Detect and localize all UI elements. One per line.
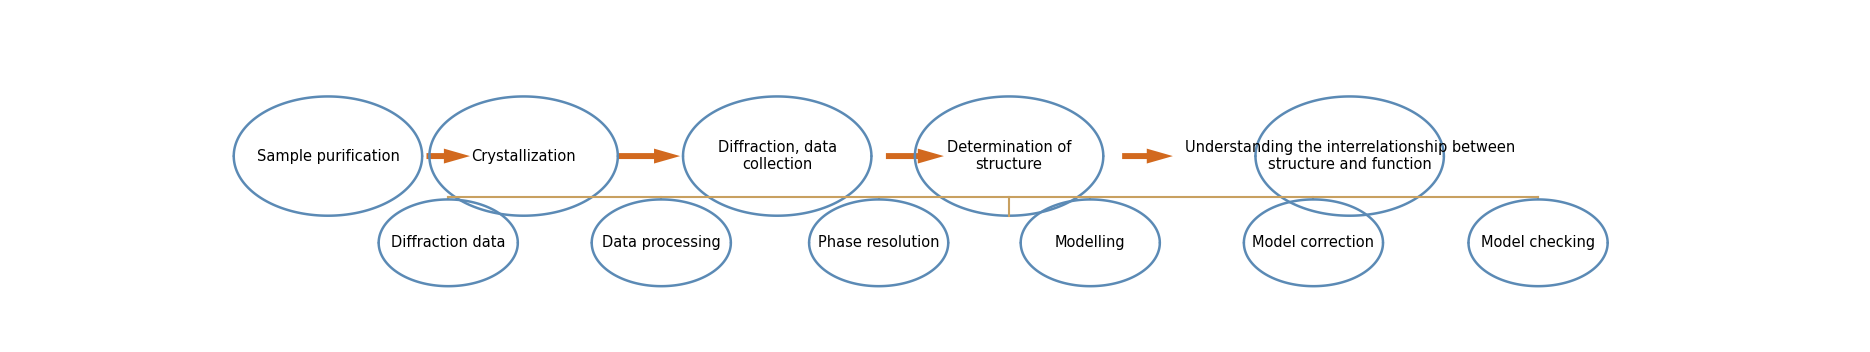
Text: Modelling: Modelling xyxy=(1055,235,1126,250)
Text: Model correction: Model correction xyxy=(1253,235,1374,250)
Text: Phase resolution: Phase resolution xyxy=(817,235,939,250)
Text: Data processing: Data processing xyxy=(602,235,720,250)
Text: Sample purification: Sample purification xyxy=(256,149,400,164)
Polygon shape xyxy=(426,149,469,164)
Text: Crystallization: Crystallization xyxy=(471,149,576,164)
Polygon shape xyxy=(886,149,944,164)
Polygon shape xyxy=(1122,149,1172,164)
Text: Model checking: Model checking xyxy=(1481,235,1595,250)
Text: Diffraction data: Diffraction data xyxy=(391,235,505,250)
Text: Determination of
structure: Determination of structure xyxy=(946,140,1072,172)
Polygon shape xyxy=(617,149,681,164)
Text: Diffraction, data
collection: Diffraction, data collection xyxy=(718,140,836,172)
Text: Understanding the interrelationship between
structure and function: Understanding the interrelationship betw… xyxy=(1184,140,1515,172)
